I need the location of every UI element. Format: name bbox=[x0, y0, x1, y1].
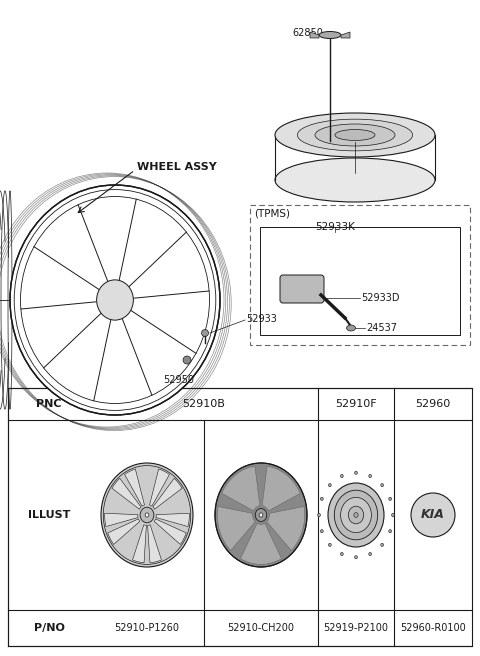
Ellipse shape bbox=[348, 506, 364, 523]
Ellipse shape bbox=[101, 463, 193, 567]
FancyBboxPatch shape bbox=[280, 275, 324, 303]
Text: 62850: 62850 bbox=[292, 28, 323, 38]
Ellipse shape bbox=[334, 490, 378, 540]
Text: 52933D: 52933D bbox=[361, 293, 399, 303]
Ellipse shape bbox=[259, 513, 263, 517]
Text: ILLUST: ILLUST bbox=[28, 510, 70, 520]
Text: 52933: 52933 bbox=[246, 314, 277, 324]
Ellipse shape bbox=[341, 497, 372, 533]
Polygon shape bbox=[240, 523, 281, 564]
Text: 52960: 52960 bbox=[415, 399, 451, 409]
Polygon shape bbox=[125, 469, 144, 506]
Ellipse shape bbox=[355, 556, 358, 559]
Ellipse shape bbox=[389, 497, 392, 501]
Polygon shape bbox=[310, 32, 319, 38]
Text: 24537: 24537 bbox=[366, 323, 397, 333]
Ellipse shape bbox=[335, 129, 375, 140]
Ellipse shape bbox=[369, 552, 372, 556]
Text: PNC: PNC bbox=[36, 399, 62, 409]
Ellipse shape bbox=[340, 552, 343, 556]
Ellipse shape bbox=[275, 113, 435, 157]
Text: 52910-CH200: 52910-CH200 bbox=[228, 623, 295, 633]
Text: 52960-R0100: 52960-R0100 bbox=[400, 623, 466, 633]
Bar bbox=[260, 227, 460, 335]
Ellipse shape bbox=[298, 119, 413, 151]
Polygon shape bbox=[108, 519, 140, 544]
Ellipse shape bbox=[145, 513, 149, 517]
Bar bbox=[250, 205, 470, 345]
Ellipse shape bbox=[328, 483, 384, 547]
Ellipse shape bbox=[328, 483, 331, 487]
Ellipse shape bbox=[96, 280, 133, 320]
Ellipse shape bbox=[140, 507, 154, 523]
Text: 52919-P2100: 52919-P2100 bbox=[324, 623, 388, 633]
Polygon shape bbox=[112, 478, 141, 509]
Ellipse shape bbox=[355, 471, 358, 474]
Ellipse shape bbox=[381, 483, 384, 487]
Ellipse shape bbox=[315, 124, 395, 146]
Polygon shape bbox=[105, 514, 138, 527]
Ellipse shape bbox=[340, 474, 343, 478]
Polygon shape bbox=[217, 506, 255, 550]
Polygon shape bbox=[153, 478, 182, 509]
Circle shape bbox=[202, 329, 208, 337]
Polygon shape bbox=[222, 466, 260, 511]
Polygon shape bbox=[341, 32, 350, 38]
Ellipse shape bbox=[392, 514, 395, 517]
Ellipse shape bbox=[255, 508, 267, 522]
Ellipse shape bbox=[369, 474, 372, 478]
Text: P/NO: P/NO bbox=[34, 623, 64, 633]
Ellipse shape bbox=[328, 543, 331, 546]
Polygon shape bbox=[156, 514, 189, 527]
Polygon shape bbox=[262, 466, 300, 511]
Bar bbox=[8, 388, 472, 646]
Text: KIА: KIА bbox=[421, 508, 445, 522]
Ellipse shape bbox=[321, 529, 323, 533]
Text: 52910-P1260: 52910-P1260 bbox=[115, 623, 180, 633]
Ellipse shape bbox=[215, 463, 307, 567]
Text: WHEEL ASSY: WHEEL ASSY bbox=[137, 162, 217, 172]
Ellipse shape bbox=[319, 31, 341, 39]
Ellipse shape bbox=[389, 529, 392, 533]
Circle shape bbox=[411, 493, 455, 537]
Text: (TPMS): (TPMS) bbox=[254, 208, 290, 218]
Text: 52910F: 52910F bbox=[335, 399, 377, 409]
Polygon shape bbox=[154, 519, 186, 544]
Circle shape bbox=[183, 356, 191, 364]
Ellipse shape bbox=[275, 158, 435, 202]
Polygon shape bbox=[132, 525, 146, 563]
Ellipse shape bbox=[321, 497, 323, 501]
Ellipse shape bbox=[10, 185, 220, 415]
Ellipse shape bbox=[381, 543, 384, 546]
Text: 52950: 52950 bbox=[164, 375, 194, 385]
Ellipse shape bbox=[318, 514, 321, 517]
Polygon shape bbox=[267, 506, 305, 550]
Text: 52933K: 52933K bbox=[315, 222, 355, 232]
Ellipse shape bbox=[354, 512, 358, 518]
Polygon shape bbox=[148, 525, 161, 563]
Text: 52910B: 52910B bbox=[182, 399, 226, 409]
Ellipse shape bbox=[347, 325, 356, 331]
Polygon shape bbox=[150, 469, 169, 506]
